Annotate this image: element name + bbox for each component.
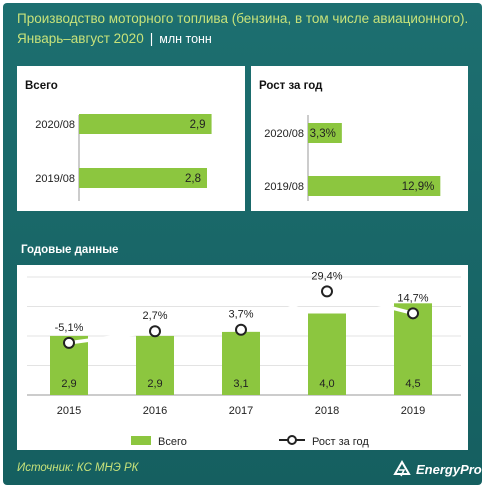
annual-year-label: 2015	[57, 405, 81, 417]
total-bar-2020/08	[79, 114, 212, 134]
source-note: Источник: КС МНЭ РК	[17, 462, 139, 474]
growth-point-2017	[235, 323, 247, 336]
growth-point-2015	[63, 336, 75, 349]
growth-point-2019	[407, 307, 419, 320]
growth-point-2016	[149, 325, 161, 338]
annual-bar-value-label: 2,9	[61, 378, 76, 390]
annual-year-label: 2016	[143, 405, 167, 417]
annual-bar-2018	[308, 313, 346, 395]
growth-point-label: 29,4%	[311, 270, 342, 282]
chart-title: Производство моторного топлива (бензина,…	[17, 11, 469, 26]
total-value-label: 2,8	[185, 173, 201, 185]
growth-category-label: 2020/08	[264, 128, 304, 140]
annual-bar-2016	[136, 335, 174, 395]
growth-value-label: 3,3%	[310, 128, 336, 140]
energyprom-logo-icon	[393, 460, 411, 477]
charts-svg: Всего 2020/08 2,9 2019/08 2,8 Рост за год 2020…	[17, 66, 468, 450]
unit-label: млн тонн	[159, 32, 212, 46]
period-label: Январь–август 2020	[17, 31, 144, 46]
annual-year-label: 2019	[401, 405, 425, 417]
annual-bar-value-label: 4,5	[405, 378, 420, 390]
brand-name: EnergyProm	[416, 461, 482, 477]
legend-line-marker	[287, 435, 297, 445]
legend-bar-swatch	[131, 436, 151, 445]
panel-total-title: Всего	[25, 80, 58, 92]
annual-year-label: 2017	[229, 405, 253, 417]
total-bar-2019/08	[79, 168, 207, 188]
total-value-label: 2,9	[190, 119, 206, 131]
growth-point-label: 2,7%	[142, 310, 167, 322]
total-category-label: 2020/08	[35, 119, 75, 131]
brand-logo: EnergyProm	[392, 458, 482, 480]
separator: |	[149, 31, 154, 46]
growth-point-2018	[321, 285, 333, 298]
annual-bar-value-label: 4,0	[319, 378, 334, 390]
growth-value-label: 12,9%	[402, 181, 435, 193]
annual-bar-2017	[222, 331, 260, 395]
legend-bar-label: Всего	[158, 436, 187, 448]
growth-category-label: 2019/08	[264, 181, 304, 193]
annual-bar-value-label: 3,1	[233, 378, 248, 390]
growth-point-label: 3,7%	[228, 309, 253, 321]
infographic-card: Производство моторного топлива (бензина,…	[3, 3, 482, 485]
annual-section-title: Годовые данные	[21, 244, 118, 256]
growth-bar-2020/08	[308, 123, 342, 143]
total-category-label: 2019/08	[35, 173, 75, 185]
growth-bar-2019/08	[308, 176, 441, 196]
growth-point-label: -5,1%	[55, 322, 84, 334]
panel-growth-title: Рост за год	[259, 80, 323, 92]
annual-year-label: 2018	[315, 405, 339, 417]
annual-bar-value-label: 2,9	[147, 378, 162, 390]
chart-subtitle-row: Январь–август 2020 | млн тонн	[17, 31, 212, 46]
legend-line-label: Рост за год	[312, 436, 369, 448]
growth-point-label: 14,7%	[397, 292, 428, 304]
